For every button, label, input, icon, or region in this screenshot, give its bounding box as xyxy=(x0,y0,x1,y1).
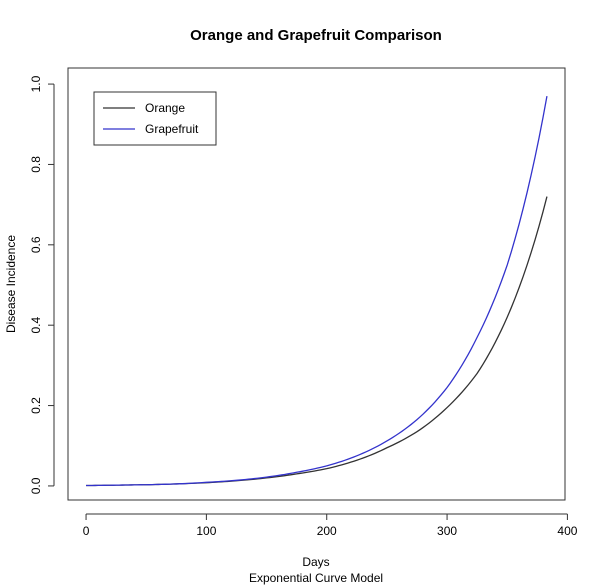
x-axis: 0 100 200 300 400 xyxy=(83,513,578,538)
y-tick-label: 0.2 xyxy=(29,397,43,414)
series-layer xyxy=(86,96,548,487)
legend-box xyxy=(93,91,217,146)
x-tick-label: 400 xyxy=(557,524,577,538)
y-tick-label: 1.0 xyxy=(29,75,43,92)
y-tick-label: 0.8 xyxy=(29,156,43,173)
legend: Orange Grapefruit xyxy=(93,91,217,146)
y-tick-label: 0.4 xyxy=(29,317,43,334)
x-tick-label: 100 xyxy=(196,524,216,538)
y-axis: 0.0 0.2 0.4 0.6 0.8 1.0 xyxy=(29,75,55,494)
legend-label-grapefruit: Grapefruit xyxy=(145,122,199,136)
series-line-grapefruit xyxy=(86,96,548,487)
x-tick-label: 200 xyxy=(317,524,337,538)
chart-title: Orange and Grapefruit Comparison xyxy=(190,27,442,44)
x-tick-label: 0 xyxy=(83,524,90,538)
x-axis-label: Days xyxy=(302,555,329,569)
series-line-orange xyxy=(86,196,548,487)
y-tick-label: 0.6 xyxy=(29,236,43,253)
x-tick-label: 300 xyxy=(437,524,457,538)
plot-frame xyxy=(67,67,566,501)
x-axis-sublabel: Exponential Curve Model xyxy=(249,571,383,585)
legend-label-orange: Orange xyxy=(145,101,185,115)
y-axis-label: Disease Incidence xyxy=(4,235,18,333)
y-tick-label: 0.0 xyxy=(29,477,43,494)
